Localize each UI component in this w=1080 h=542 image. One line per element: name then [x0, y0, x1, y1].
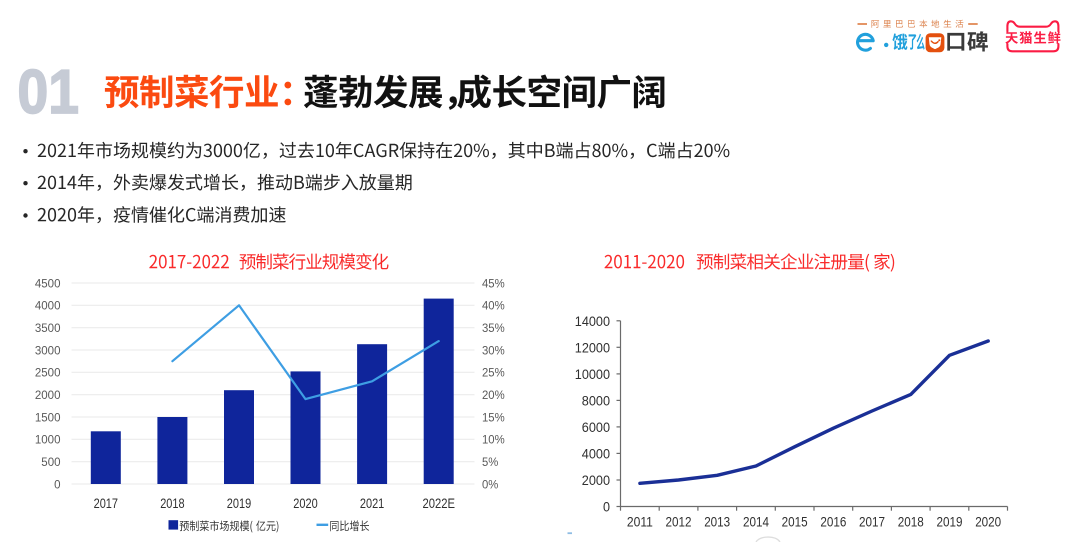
svg-text:2012: 2012: [666, 514, 692, 529]
svg-text:1000: 1000: [35, 433, 61, 447]
svg-text:2020: 2020: [293, 495, 318, 511]
svg-text:20%: 20%: [482, 388, 505, 402]
svg-text:0: 0: [603, 500, 610, 516]
svg-text:2013: 2013: [704, 514, 730, 529]
svg-text:2018: 2018: [898, 514, 924, 529]
svg-text:2014: 2014: [743, 514, 769, 529]
svg-text:2500: 2500: [35, 366, 61, 380]
svg-text:15%: 15%: [482, 410, 505, 424]
svg-text:2019: 2019: [227, 495, 252, 511]
svg-text:2000: 2000: [582, 473, 610, 489]
svg-text:4500: 4500: [35, 276, 61, 290]
svg-text:01: 01: [18, 57, 80, 127]
svg-text:2011: 2011: [627, 514, 653, 529]
svg-text:10%: 10%: [482, 433, 505, 447]
svg-text:3000: 3000: [35, 343, 61, 357]
svg-text:25%: 25%: [482, 366, 505, 380]
svg-text:2000: 2000: [35, 388, 61, 402]
svg-text:12000: 12000: [575, 340, 610, 356]
svg-text:4000: 4000: [582, 446, 610, 462]
svg-text:4000: 4000: [35, 299, 61, 313]
svg-text:2017: 2017: [94, 495, 119, 511]
svg-text:2016: 2016: [820, 514, 846, 529]
svg-text:2022E: 2022E: [422, 495, 455, 511]
svg-text:2019: 2019: [937, 514, 963, 529]
svg-text:2020: 2020: [975, 514, 1001, 529]
svg-text:2021: 2021: [360, 495, 385, 511]
svg-text:10000: 10000: [575, 367, 610, 383]
svg-text:2017: 2017: [859, 514, 885, 529]
svg-text:3500: 3500: [35, 321, 61, 335]
svg-text:40%: 40%: [482, 299, 505, 313]
svg-text:500: 500: [41, 455, 60, 469]
svg-text:0: 0: [54, 477, 61, 491]
svg-text:35%: 35%: [482, 321, 505, 335]
svg-text:2015: 2015: [782, 514, 808, 529]
svg-text:45%: 45%: [482, 276, 505, 290]
svg-text:6000: 6000: [582, 420, 610, 436]
svg-text:0%: 0%: [482, 477, 498, 491]
svg-text:8000: 8000: [582, 393, 610, 409]
svg-text:30%: 30%: [482, 343, 505, 357]
svg-text:1500: 1500: [35, 410, 61, 424]
svg-text:5%: 5%: [482, 455, 498, 469]
svg-text:2018: 2018: [160, 495, 185, 511]
svg-text:14000: 14000: [575, 314, 610, 330]
